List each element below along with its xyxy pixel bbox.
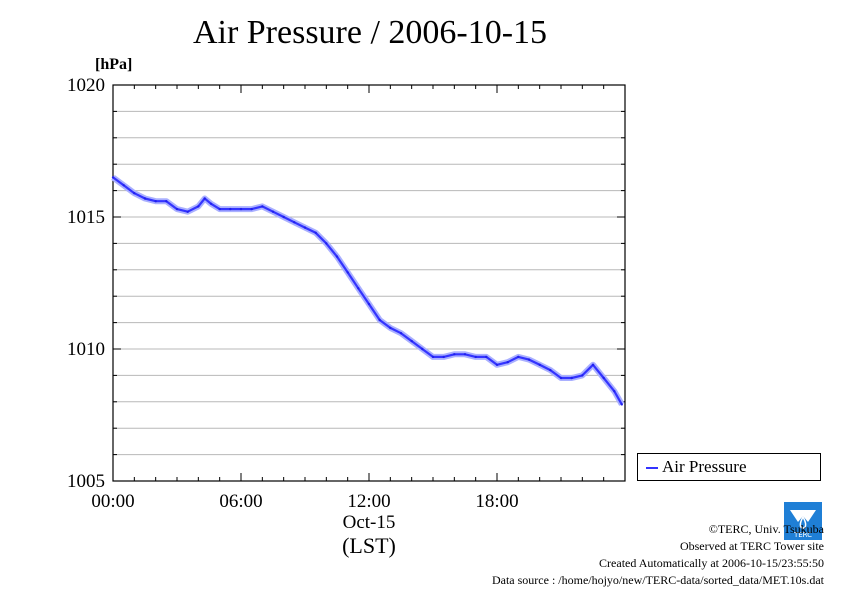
- data-point: [197, 205, 200, 208]
- data-point: [133, 192, 136, 195]
- data-point: [474, 355, 477, 359]
- data-point: [154, 200, 157, 203]
- plot-frame: [112, 84, 626, 482]
- data-point: [538, 363, 541, 366]
- data-point: [506, 361, 509, 364]
- data-point: [175, 207, 179, 211]
- series-line-air-pressure: [112, 176, 623, 405]
- data-point: [209, 202, 213, 205]
- logo-text: TERC: [793, 531, 812, 539]
- data-point: [218, 207, 221, 211]
- data-point: [620, 403, 623, 406]
- chart-title: Air Pressure / 2006-10-15: [192, 14, 548, 51]
- created-text: Created Automatically at 2006-10-15/23:5…: [599, 556, 824, 570]
- legend-swatch: [646, 467, 658, 469]
- data-point: [527, 358, 531, 361]
- data-point: [613, 390, 616, 393]
- data-point: [378, 318, 381, 322]
- x-tick-label: 18:00: [475, 491, 518, 512]
- data-point: [186, 210, 189, 213]
- x-axis-date-label: Oct-15: [343, 512, 396, 533]
- x-tick-label: 00:00: [91, 491, 134, 512]
- observed-text: Observed at TERC Tower site: [679, 539, 824, 553]
- data-point: [335, 255, 339, 258]
- x-tick-label: 12:00: [347, 491, 390, 512]
- data-point: [549, 368, 552, 372]
- data-point: [261, 205, 264, 208]
- data-point: [591, 363, 595, 366]
- y-axis-label: [hPa]: [95, 56, 132, 73]
- data-point: [111, 176, 115, 179]
- data-point: [559, 376, 563, 380]
- data-point: [203, 197, 206, 200]
- data-point: [314, 231, 317, 234]
- legend-label: Air Pressure: [662, 457, 747, 476]
- axis-ticks: [112, 84, 626, 482]
- data-point: [239, 207, 243, 211]
- legend: Air Pressure: [637, 453, 821, 481]
- data-point: [229, 207, 232, 211]
- data-point: [346, 271, 349, 274]
- data-point: [367, 302, 371, 306]
- data-point: [389, 326, 392, 330]
- data-point: [410, 339, 413, 343]
- series-layer: [111, 174, 625, 406]
- source-text: Data source : /home/hojyo/new/TERC-data/…: [491, 573, 824, 587]
- data-point: [463, 353, 467, 356]
- data-point: [485, 355, 488, 359]
- x-tick-label: 06:00: [219, 491, 262, 512]
- data-point: [143, 197, 147, 200]
- data-point: [453, 353, 456, 356]
- x-axis-unit-label: (LST): [342, 533, 396, 558]
- data-point: [399, 332, 403, 335]
- data-point: [271, 210, 275, 213]
- y-tick-label: 1020: [67, 75, 105, 96]
- data-point: [325, 242, 328, 245]
- data-point: [517, 355, 520, 359]
- data-point: [357, 287, 360, 290]
- y-tick-label: 1015: [67, 207, 105, 228]
- data-point: [495, 363, 499, 366]
- y-tick-label: 1005: [67, 471, 105, 492]
- data-point: [165, 200, 168, 203]
- copyright-text: ©TERC, Univ. Tsukuba: [708, 522, 824, 536]
- data-point: [581, 374, 584, 377]
- data-point: [570, 376, 573, 380]
- data-point: [602, 376, 605, 380]
- y-tick-label: 1010: [67, 339, 105, 360]
- grid-lines: [113, 110, 625, 456]
- data-point: [282, 215, 285, 219]
- data-point: [431, 355, 435, 359]
- data-point: [303, 226, 307, 229]
- data-point: [442, 355, 445, 359]
- terc-logo: TERC: [784, 502, 822, 540]
- data-point: [293, 221, 296, 224]
- data-point: [250, 207, 253, 211]
- data-point: [122, 184, 125, 187]
- credits: ©TERC, Univ. Tsukuba Observed at TERC To…: [492, 521, 824, 589]
- data-point: [421, 347, 424, 351]
